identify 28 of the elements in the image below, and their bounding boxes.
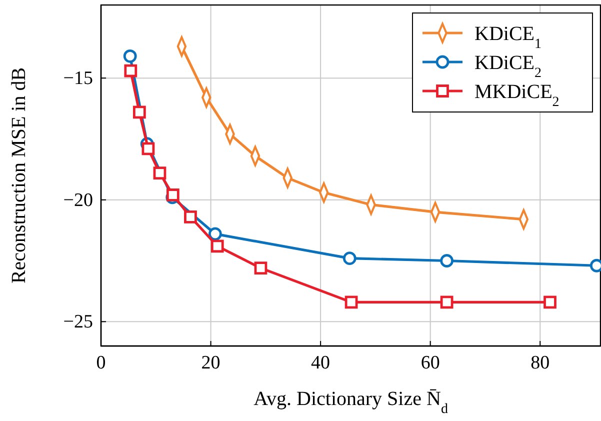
legend-label: KDiCE$_{2}$ xyxy=(474,52,542,80)
point xyxy=(210,240,224,253)
point xyxy=(440,296,454,309)
point xyxy=(132,106,146,119)
point xyxy=(153,166,166,180)
x-axis-title: Avg. Dictionary Size N̄$_{d}$ xyxy=(254,388,448,416)
point xyxy=(342,252,356,265)
x-tick-label: 80 xyxy=(530,352,550,374)
point xyxy=(124,64,138,78)
point xyxy=(166,188,180,202)
point xyxy=(344,296,358,309)
y-axis-title: Reconstruction MSE in dB xyxy=(8,67,30,284)
y-tick-label: −25 xyxy=(63,312,93,333)
point xyxy=(123,49,137,63)
point xyxy=(254,262,268,274)
y-tick-label: −20 xyxy=(63,190,93,211)
point xyxy=(208,227,222,241)
y-tick-label: −15 xyxy=(63,68,93,90)
point xyxy=(184,210,197,224)
x-tick-label: 40 xyxy=(311,352,330,374)
legend-label: KDiCE$_{1}$ xyxy=(474,23,542,52)
legend-label: MKDiCE$_{2}$ xyxy=(474,81,560,110)
point xyxy=(544,296,556,309)
x-tick-label: 60 xyxy=(420,352,440,374)
x-tick-label: 20 xyxy=(201,352,220,374)
point xyxy=(142,142,155,156)
point xyxy=(440,254,454,268)
x-tick-label: 0 xyxy=(96,352,106,374)
